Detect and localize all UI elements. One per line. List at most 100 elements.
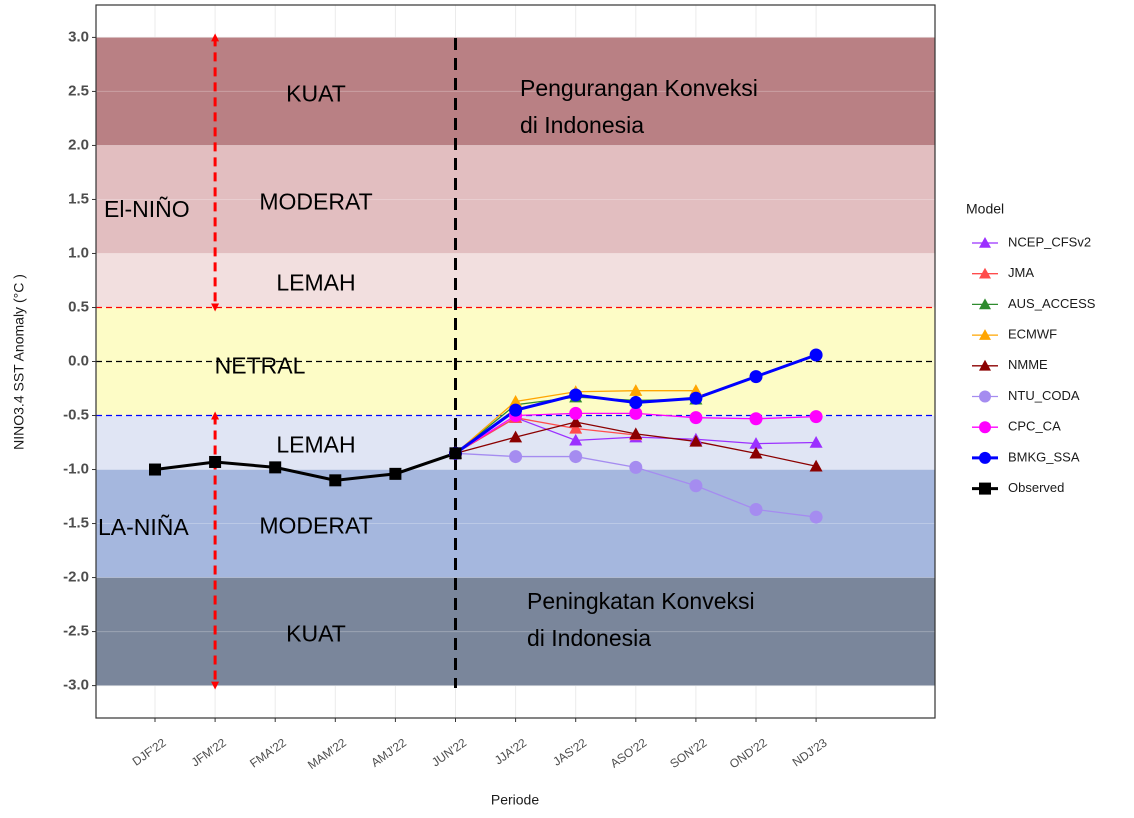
legend-label: ECMWF: [1008, 327, 1057, 342]
annotation: di Indonesia: [520, 112, 644, 138]
series-line: [455, 416, 636, 454]
marker: [569, 406, 583, 420]
marker: [809, 459, 823, 472]
legend-marker: [979, 482, 991, 495]
marker: [689, 391, 703, 405]
legend-marker: [979, 421, 991, 434]
y-axis-title: NINO3.4 SST Anomaly (°C ): [11, 274, 27, 450]
annotation: El-NIÑO: [104, 196, 190, 222]
x-tick-label: JAS'22: [550, 735, 589, 768]
x-tick-label: NDJ'23: [790, 735, 830, 769]
y-tick-label: -2.0: [63, 569, 89, 586]
marker: [629, 427, 643, 440]
x-tick-label: MAM'22: [305, 735, 349, 772]
legend-marker: [979, 390, 991, 403]
x-tick-label: ASO'22: [608, 735, 650, 770]
annotation: di Indonesia: [527, 625, 651, 651]
series-line: [154, 451, 456, 482]
y-tick-label: -3.0: [63, 677, 89, 694]
marker: [749, 437, 763, 449]
legend-marker: [979, 359, 991, 371]
y-tick-label: 0.5: [68, 298, 89, 315]
y-tick-label: -1.5: [63, 515, 89, 532]
band-label: LEMAH: [276, 270, 355, 296]
x-tick-label: SON'22: [667, 735, 709, 771]
band: [96, 253, 935, 308]
marker: [629, 384, 643, 396]
legend-label: Observed: [1008, 480, 1064, 495]
x-tick-label: JJA'22: [492, 735, 529, 767]
legend-label: NCEP_CFSv2: [1008, 234, 1091, 249]
x-tick-label: DJF'22: [130, 735, 169, 768]
legend-marker: [979, 451, 991, 464]
y-tick-label: -1.0: [63, 460, 89, 477]
marker: [689, 434, 703, 447]
band-label: MODERAT: [259, 189, 372, 215]
legend-marker: [979, 298, 991, 310]
legend-marker: [979, 329, 991, 340]
marker: [809, 510, 823, 524]
band-label: KUAT: [286, 621, 346, 647]
band: [96, 577, 935, 686]
marker: [569, 433, 583, 446]
y-tick-label: 1.5: [68, 190, 89, 207]
marker: [149, 463, 161, 476]
marker: [509, 403, 523, 417]
x-tick-label: JFM'22: [189, 735, 229, 769]
marker: [569, 450, 583, 464]
band-label: LEMAH: [276, 432, 355, 458]
marker: [749, 503, 763, 517]
x-tick-label: FMA'22: [247, 735, 289, 770]
y-tick-label: 0.0: [68, 352, 89, 369]
x-tick-label: JUN'22: [429, 735, 469, 769]
marker: [629, 406, 643, 420]
legend-title: Model: [966, 201, 1004, 217]
marker: [689, 479, 703, 493]
marker: [449, 447, 462, 460]
annotation: Peningkatan Konveksi: [527, 588, 755, 614]
marker: [509, 450, 523, 464]
marker: [329, 474, 342, 487]
marker: [809, 348, 823, 362]
y-tick-label: 2.5: [68, 82, 89, 99]
x-tick-label: AMJ'22: [368, 735, 409, 769]
y-tick-label: 3.0: [68, 28, 89, 45]
marker: [629, 460, 643, 474]
legend-label: NMME: [1008, 357, 1048, 372]
marker: [749, 412, 763, 426]
y-tick-label: -2.5: [63, 623, 89, 640]
marker: [569, 421, 583, 434]
x-axis-title: Periode: [491, 792, 539, 808]
legend-label: NTU_CODA: [1008, 388, 1080, 403]
annotation: Pengurangan Konveksi: [520, 75, 758, 101]
marker: [509, 394, 523, 407]
marker: [509, 430, 523, 443]
legend-label: JMA: [1008, 265, 1034, 280]
y-tick-label: -0.5: [63, 406, 89, 423]
marker: [749, 370, 763, 384]
y-tick-label: 1.0: [68, 244, 89, 261]
marker: [629, 396, 643, 410]
band: [96, 145, 935, 254]
legend-label: AUS_ACCESS: [1008, 296, 1096, 311]
annotation: LA-NIÑA: [98, 514, 189, 540]
marker: [269, 461, 282, 474]
marker: [689, 411, 703, 425]
legend-marker: [979, 237, 991, 248]
band-label: MODERAT: [259, 513, 372, 539]
marker: [749, 446, 763, 459]
marker: [209, 455, 222, 468]
legend-label: BMKG_SSA: [1008, 449, 1080, 464]
band-label: KUAT: [286, 81, 346, 107]
x-tick-label: OND'22: [727, 735, 770, 771]
band: [96, 469, 935, 578]
legend-label: CPC_CA: [1008, 419, 1061, 434]
legend-marker: [979, 267, 991, 279]
marker: [389, 467, 402, 480]
band-label: NETRAL: [215, 353, 306, 379]
band: [96, 37, 935, 146]
marker: [569, 415, 583, 428]
marker: [809, 436, 823, 448]
marker: [569, 388, 583, 402]
